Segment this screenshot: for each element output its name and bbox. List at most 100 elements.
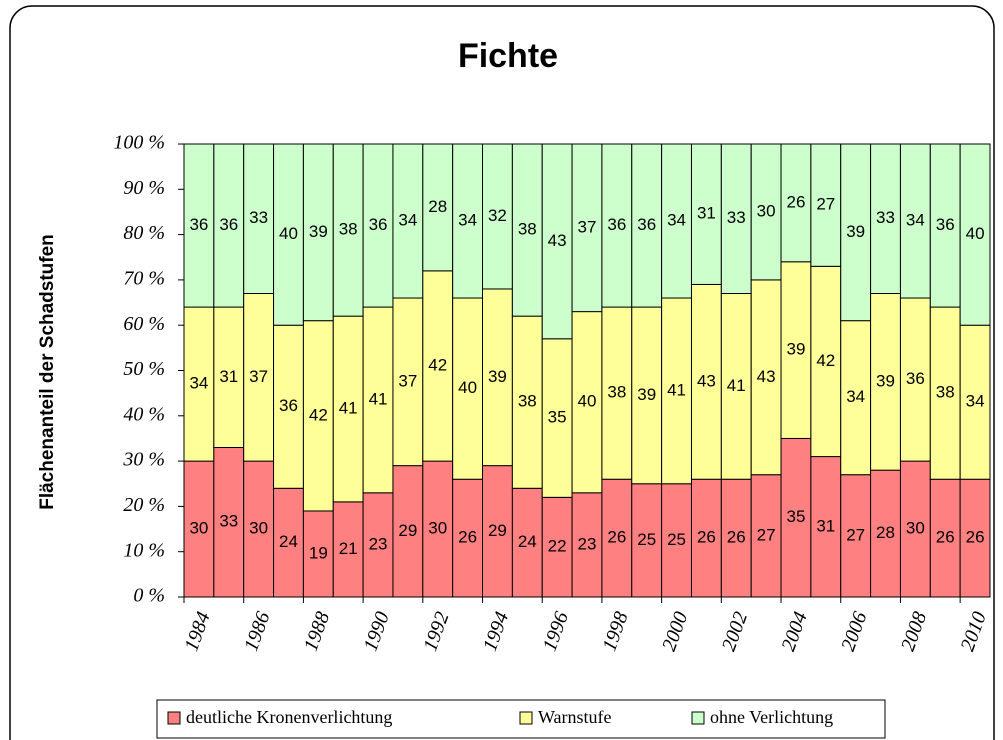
value-label: 26	[936, 528, 955, 547]
y-tick-label: 10 %	[123, 539, 165, 561]
value-label: 23	[578, 534, 597, 553]
value-label: 27	[846, 525, 865, 544]
bar-segment	[571, 143, 603, 313]
value-label: 38	[339, 220, 358, 239]
bar-segment	[720, 478, 752, 598]
bar-segment	[482, 465, 513, 598]
y-tick-label: 90 %	[123, 177, 165, 199]
value-label: 33	[876, 208, 895, 227]
value-label: 34	[966, 392, 985, 411]
bar-segment	[810, 456, 842, 598]
bar-segment	[541, 143, 573, 340]
chart-title: Fichte	[458, 37, 558, 75]
value-label: 34	[906, 210, 925, 229]
bar-segment	[302, 143, 334, 322]
value-label: 30	[428, 519, 447, 538]
value-label: 34	[189, 374, 208, 393]
bar-segment	[392, 143, 424, 299]
legend-swatch	[691, 711, 705, 725]
value-label: 36	[936, 215, 955, 234]
y-tick-label: 100 %	[113, 132, 165, 154]
value-label: 40	[966, 224, 985, 243]
value-label: 37	[398, 371, 417, 390]
bar-segment	[332, 143, 364, 317]
bar-segment	[661, 143, 692, 299]
value-label: 30	[906, 519, 925, 538]
value-label: 42	[816, 351, 835, 370]
bar-segment	[511, 143, 543, 317]
bar-segment	[482, 288, 513, 467]
y-tick-label: 30 %	[122, 449, 165, 471]
value-label: 38	[607, 383, 626, 402]
value-label: 38	[518, 220, 537, 239]
bar-segment	[302, 320, 334, 512]
bar-segment	[273, 143, 304, 326]
bar-segment	[422, 143, 454, 272]
bar-segment	[810, 265, 842, 458]
bar-segment	[541, 496, 573, 598]
bar-segment	[362, 143, 394, 308]
value-label: 29	[398, 521, 417, 540]
value-label: 39	[488, 367, 507, 386]
value-label: 31	[219, 367, 238, 386]
bar-segment	[750, 279, 782, 476]
bar-segment	[631, 483, 663, 598]
value-label: 41	[369, 389, 388, 408]
value-label: 31	[697, 204, 716, 223]
bar-segment	[302, 510, 334, 598]
value-label: 36	[189, 215, 208, 234]
value-label: 39	[876, 371, 895, 390]
value-label: 41	[339, 398, 358, 417]
bar-segment	[452, 297, 484, 480]
value-label: 39	[309, 222, 328, 241]
value-label: 24	[279, 532, 298, 551]
value-label: 30	[249, 519, 268, 538]
value-label: 27	[757, 525, 776, 544]
value-label: 38	[518, 392, 537, 411]
bar-segment	[899, 143, 931, 299]
bar-segment	[959, 143, 991, 326]
value-label: 42	[428, 355, 447, 374]
value-label: 43	[548, 231, 567, 250]
value-label: 27	[816, 195, 835, 214]
value-label: 43	[757, 367, 776, 386]
value-label: 41	[727, 376, 746, 395]
bar-segment	[690, 143, 722, 285]
value-label: 26	[607, 528, 626, 547]
value-label: 40	[279, 224, 298, 243]
value-label: 36	[279, 396, 298, 415]
bar-segment	[392, 297, 424, 467]
value-label: 39	[846, 222, 865, 241]
value-label: 26	[727, 528, 746, 547]
bar-segment	[870, 143, 901, 294]
value-label: 40	[458, 378, 477, 397]
value-label: 19	[309, 543, 328, 562]
bar-segment	[183, 143, 215, 308]
bar-segment	[452, 143, 484, 299]
y-tick-label: 70 %	[123, 267, 165, 289]
value-label: 21	[339, 539, 358, 558]
value-label: 40	[578, 392, 597, 411]
value-label: 26	[458, 528, 477, 547]
value-label: 26	[787, 192, 806, 211]
bar-segment	[511, 487, 543, 598]
y-tick-label: 20 %	[123, 494, 165, 516]
bar-segment	[243, 143, 275, 294]
bar-segment	[750, 143, 782, 281]
bar-segment	[273, 487, 304, 598]
value-label: 36	[369, 215, 388, 234]
bar-segment	[780, 143, 812, 263]
value-label: 31	[816, 516, 835, 535]
bar-segment	[870, 292, 901, 471]
value-label: 36	[607, 215, 626, 234]
value-label: 33	[219, 512, 238, 531]
value-label: 43	[697, 371, 716, 390]
value-label: 22	[548, 537, 567, 556]
value-label: 38	[936, 383, 955, 402]
y-tick-label: 60 %	[123, 313, 165, 335]
value-label: 26	[966, 528, 985, 547]
value-label: 41	[667, 380, 686, 399]
bar-segment	[750, 474, 782, 598]
value-label: 36	[637, 215, 656, 234]
